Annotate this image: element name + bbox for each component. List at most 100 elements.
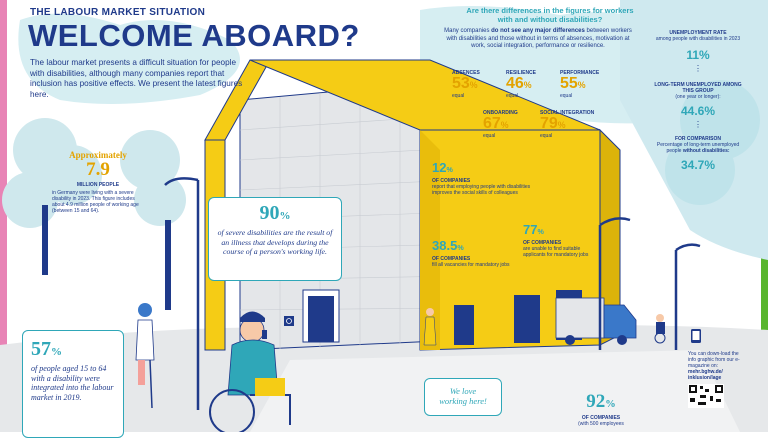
stat-unit: %	[523, 80, 532, 90]
company-stat-social-skills: 12% OF COMPANIES report that employing p…	[432, 160, 550, 196]
header-intro: The labour market presents a difficult s…	[30, 58, 243, 99]
bottom-label: OF COMPANIES	[581, 415, 621, 421]
millions-block: Approximately 7.9 MILLION PEOPLE in Germ…	[52, 150, 144, 214]
illness-bubble: 90% of severe disabilities are the resul…	[208, 197, 342, 281]
illness-number: 90	[259, 202, 280, 224]
company-text: fill all vacancies for mandatory jobs	[432, 262, 510, 268]
page-title: WELCOME ABOARD?	[28, 18, 360, 53]
compare-label: FOR COMPARISON	[674, 136, 722, 142]
millions-value: 7.9	[86, 159, 110, 180]
longterm-value: 44.6%	[680, 104, 716, 118]
integrated-unit: %	[51, 346, 62, 358]
company-number: 12	[432, 160, 447, 175]
bottom-number: 92	[586, 391, 606, 412]
company-value: 38.5%	[432, 238, 522, 253]
arrow-down-icon: ⋮	[694, 120, 702, 129]
mobile-phone-icon	[262, 330, 267, 339]
wheelchair-sign-icon	[284, 316, 294, 326]
bottom-unit: %	[605, 399, 616, 410]
stat-number: 55	[560, 75, 578, 92]
illness-text: of severe disabilities are the result of…	[217, 228, 333, 256]
stat-unit: %	[577, 80, 586, 90]
unemployment-rate-value: 11%	[686, 48, 710, 62]
millions-approx: Approximately	[69, 150, 127, 160]
company-stat-vacancies: 38.5% OF COMPANIES fill all vacancies fo…	[432, 238, 522, 268]
company-stat-applicants: 77% OF COMPANIES are unable to find suit…	[523, 222, 603, 258]
stat-value: 46%	[506, 76, 536, 93]
longterm-desc: (one year or longer):	[675, 94, 721, 100]
integrated-text: of people aged 15 to 64 with a disabilit…	[31, 364, 114, 402]
stat-value: 53%	[452, 76, 480, 93]
intro-part-c: between workers with disabilities and th…	[446, 28, 632, 49]
stat-unit: %	[469, 80, 478, 90]
stat-number: 67	[483, 115, 501, 132]
stat-performance: PERFORMANCE 55% equal	[560, 70, 599, 99]
stat-social-integration: SOCIAL INTEGRATION 79% equal	[540, 110, 594, 139]
header-kicker: THE LABOUR MARKET SITUATION	[30, 7, 206, 18]
stat-label: ONBOARDING	[483, 110, 518, 116]
bottom-stat: 92% OF COMPANIES (with 500 employees	[556, 392, 646, 428]
compare-desc: Percentage of long-term unemployed peopl…	[652, 142, 744, 154]
company-unit: %	[446, 166, 453, 174]
left-pink-bar	[0, 0, 7, 432]
integrated-value: 57%	[31, 337, 123, 364]
company-value: 77%	[523, 222, 603, 237]
bottom-text: (with 500 employees	[578, 421, 624, 427]
bottom-value: 92%	[556, 392, 646, 415]
compare-desc-a: Percentage of long-term unemployed peopl…	[656, 142, 740, 154]
company-value: 12%	[432, 160, 550, 175]
compare-desc-b: without disabilities:	[682, 148, 730, 154]
stat-value: 67%	[483, 116, 518, 133]
love-text: We love working here!	[439, 386, 487, 406]
qr-code-icon[interactable]	[688, 384, 724, 408]
longterm-label: LONG-TERM UNEMPLOYED AMONG THIS GROUP	[654, 82, 742, 94]
company-text: report that employing people with disabi…	[432, 184, 531, 196]
millions-desc: in Germany were living with a severe dis…	[52, 190, 139, 214]
stat-unit: %	[500, 120, 509, 130]
differences-question: Are there differences in the figures for…	[466, 6, 634, 24]
stat-value: 55%	[560, 76, 599, 93]
illness-unit: %	[279, 210, 291, 222]
company-text: are unable to find suitable applicants f…	[523, 246, 589, 258]
stat-note: equal	[560, 93, 573, 99]
qr-text: You can down-load the info graphic from …	[688, 351, 740, 369]
company-label: OF COMPANIES	[523, 240, 562, 246]
stat-label: SOCIAL INTEGRATION	[540, 110, 595, 116]
stat-resilience: RESILIENCE 46% equal	[506, 70, 536, 99]
stat-label: ABSENCES	[452, 70, 480, 76]
unemployment-panel: UNEMPLOYMENT RATE among people with disa…	[652, 30, 744, 172]
arrow-down-icon: ⋮	[694, 64, 702, 73]
compare-value: 34.7%	[680, 158, 716, 172]
differences-intro: Many companies do not see any major diff…	[443, 28, 633, 51]
stat-note: equal	[540, 133, 553, 139]
qr-url-a[interactable]: mehr.bghw.de/	[688, 369, 723, 375]
stat-number: 53	[452, 75, 470, 92]
stat-onboarding: ONBOARDING 67% equal	[483, 110, 518, 139]
illness-value: 90%	[209, 201, 341, 228]
unemployment-rate-desc: among people with disabilities in 2023	[655, 36, 741, 42]
stat-unit: %	[557, 120, 566, 130]
company-number: 38.5	[432, 238, 458, 253]
company-label: OF COMPANIES	[432, 256, 471, 262]
intro-part-b: do not see any major differences	[491, 28, 585, 34]
stat-number: 79	[540, 115, 558, 132]
stat-label: PERFORMANCE	[560, 70, 600, 76]
qr-panel: You can down-load the info graphic from …	[688, 328, 746, 413]
intro-part-a: Many companies	[444, 28, 490, 34]
company-label: OF COMPANIES	[432, 178, 471, 184]
integrated-number: 57	[31, 338, 51, 360]
stat-note: equal	[452, 93, 465, 99]
millions-label: MILLION PEOPLE	[76, 182, 120, 188]
stat-label: RESILIENCE	[506, 70, 537, 76]
stat-value: 79%	[540, 116, 594, 133]
stat-absences: ABSENCES 53% equal	[452, 70, 480, 99]
love-bubble: We love working here!	[424, 378, 502, 416]
integrated-bubble: 57% of people aged 15 to 64 with a disab…	[22, 330, 124, 438]
company-number: 77	[523, 222, 538, 237]
qr-url-b[interactable]: inklusion/lage	[688, 375, 722, 381]
stat-number: 46	[506, 75, 524, 92]
unemployment-rate-label: UNEMPLOYMENT RATE	[669, 30, 727, 36]
stat-note: equal	[506, 93, 519, 99]
company-unit: %	[537, 228, 544, 236]
